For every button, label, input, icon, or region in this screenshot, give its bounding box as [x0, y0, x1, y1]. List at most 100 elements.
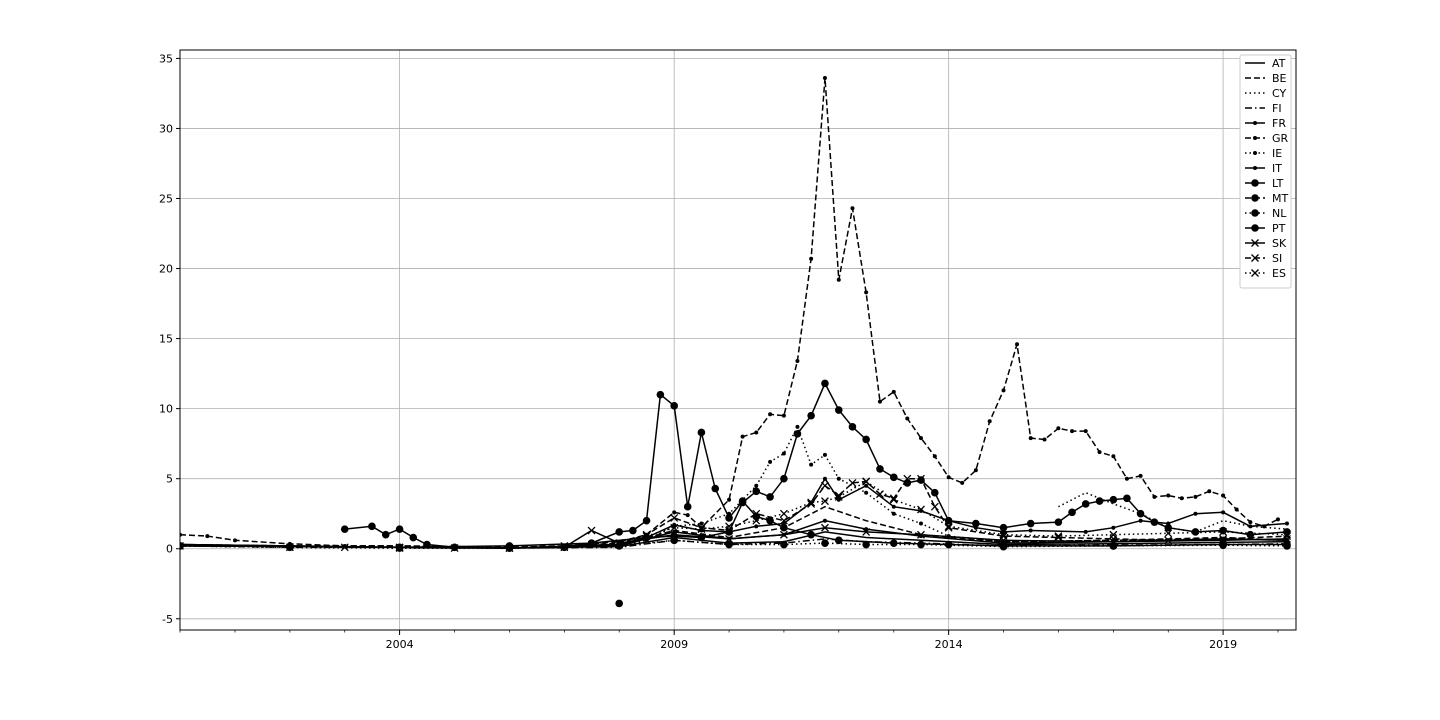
data-point — [340, 543, 349, 552]
legend-item-nl: NL — [1245, 207, 1287, 220]
data-point — [1219, 526, 1227, 535]
data-point — [944, 540, 953, 549]
data-point — [1138, 473, 1143, 478]
data-point — [752, 487, 761, 496]
data-point — [1219, 527, 1228, 536]
legend-item-it: IT — [1245, 162, 1282, 175]
data-point — [903, 474, 912, 483]
legend-marker — [1251, 194, 1259, 202]
data-point — [1123, 494, 1131, 503]
data-point — [1207, 489, 1212, 494]
data-point — [1219, 534, 1228, 543]
data-point — [905, 416, 910, 421]
data-point — [670, 523, 679, 532]
data-point — [1248, 520, 1253, 525]
data-point — [1097, 450, 1102, 455]
legend-label: ES — [1272, 267, 1286, 280]
data-point — [1109, 542, 1118, 550]
axes: -5 0 5 10 15 20 25 30 35 2004 2009 2014 2019 — [159, 52, 1279, 651]
data-point — [917, 505, 925, 514]
series-sk — [340, 523, 1291, 553]
data-point — [891, 504, 896, 509]
data-point — [834, 492, 843, 501]
data-point — [889, 495, 898, 504]
data-point — [918, 436, 923, 441]
legend: AT BE CY FI FR GR IE IT LT MT NL PT SK SI ES — [1239, 54, 1292, 289]
series-lines — [180, 76, 1291, 608]
data-point — [1275, 517, 1280, 522]
y-tick-label: 25 — [159, 193, 173, 206]
legend-marker — [1251, 239, 1259, 247]
legend-item-sk: SK — [1245, 237, 1287, 250]
legend-label: MT — [1272, 192, 1288, 205]
data-point — [1109, 530, 1118, 539]
data-point — [834, 491, 843, 500]
data-point — [340, 525, 349, 533]
data-point — [1095, 497, 1104, 505]
data-point — [972, 519, 980, 528]
data-point — [779, 530, 788, 539]
data-point — [1164, 536, 1173, 545]
data-point — [807, 498, 816, 507]
data-point — [738, 498, 747, 507]
data-point — [999, 530, 1008, 539]
data-point — [918, 521, 923, 526]
data-point — [368, 522, 376, 531]
data-point — [560, 543, 569, 552]
data-point — [1193, 494, 1198, 499]
data-point — [848, 423, 857, 431]
legend-marker — [1251, 254, 1259, 262]
data-point — [1083, 529, 1088, 534]
data-point — [877, 399, 882, 404]
data-point — [1234, 507, 1239, 512]
data-point — [931, 488, 939, 497]
data-point — [285, 543, 294, 552]
data-point — [754, 483, 759, 488]
data-point — [946, 475, 951, 480]
data-point — [850, 206, 855, 211]
data-point — [889, 494, 898, 503]
data-point — [793, 430, 802, 438]
data-point — [766, 516, 774, 525]
data-point — [821, 379, 829, 388]
data-point — [395, 544, 404, 553]
data-point — [699, 521, 704, 526]
data-point — [670, 402, 678, 410]
data-point — [834, 536, 843, 545]
legend-label: IE — [1272, 147, 1282, 160]
data-point — [766, 493, 774, 501]
data-point — [930, 502, 939, 511]
data-point — [1136, 509, 1145, 518]
legend-label: LT — [1272, 177, 1284, 190]
legend-marker — [1251, 209, 1259, 217]
data-point — [1054, 532, 1063, 541]
data-point — [1164, 523, 1173, 532]
series-cy — [1058, 491, 1288, 533]
legend-marker — [1251, 224, 1259, 232]
legend-marker — [1253, 151, 1257, 155]
data-point — [1166, 493, 1171, 498]
legend-label: IT — [1272, 162, 1282, 175]
data-point — [1001, 388, 1006, 393]
data-point — [768, 412, 773, 417]
series-es — [180, 477, 1291, 553]
data-point — [656, 390, 665, 399]
data-point — [395, 525, 404, 533]
data-point — [1068, 508, 1076, 517]
legend-label: SI — [1272, 252, 1282, 265]
data-point — [1152, 494, 1157, 499]
data-point — [836, 277, 841, 282]
data-point — [670, 532, 678, 540]
data-point — [932, 454, 937, 459]
data-point — [560, 541, 569, 550]
data-point — [752, 509, 761, 518]
data-point — [999, 542, 1008, 551]
data-point — [180, 542, 184, 550]
series-lt — [340, 390, 1291, 552]
data-point — [1221, 510, 1226, 515]
data-point — [779, 516, 788, 525]
data-point — [727, 497, 732, 502]
data-point — [891, 511, 896, 516]
data-point — [685, 513, 690, 518]
